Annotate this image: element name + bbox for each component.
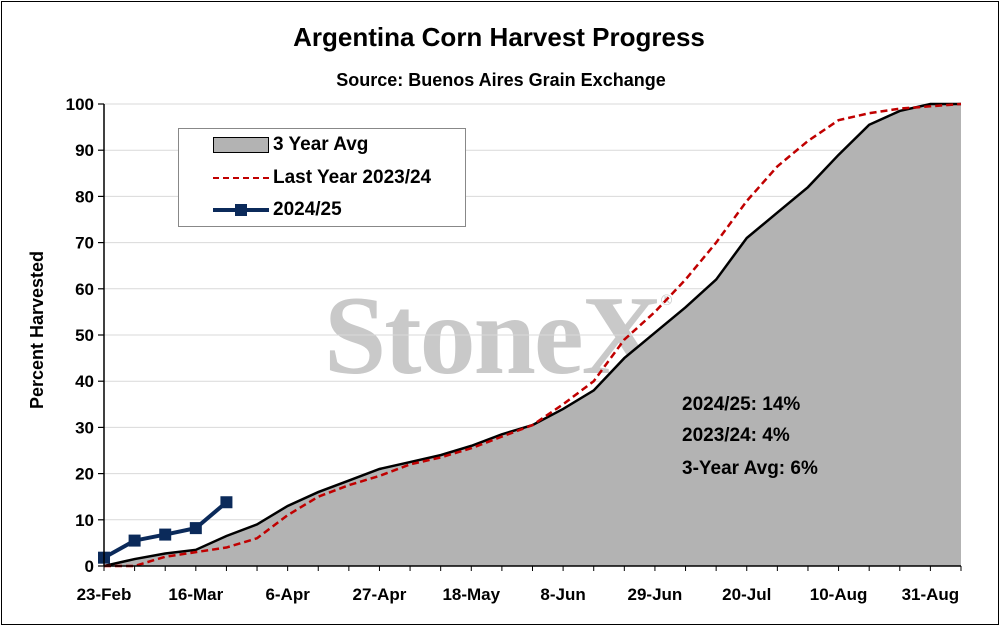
data-point-2024-25-3 (189, 522, 202, 535)
y-tick-label-20: 20 (75, 465, 94, 484)
y-tick-label-100: 100 (66, 95, 94, 114)
y-tick-label-60: 60 (75, 280, 94, 299)
y-tick-label-30: 30 (75, 418, 94, 437)
y-tick-label-80: 80 (75, 187, 94, 206)
y-tick-labels: 0 10 20 30 40 50 60 70 80 90 100 (66, 95, 94, 576)
series-last-year-line (104, 102, 962, 568)
x-tick-label-9: 31-Aug (902, 585, 960, 604)
x-tick-label-0: 23-Feb (77, 585, 132, 604)
x-tick-label-6: 29-Jun (628, 585, 683, 604)
data-point-2024-25-1 (128, 534, 141, 547)
x-tick-label-7: 20-Jul (722, 585, 771, 604)
chart-title: Argentina Corn Harvest Progress (293, 22, 705, 52)
legend: 3 Year Avg Last Year 2023/24 2024/25 (178, 128, 466, 227)
x-tick-label-1: 16-Mar (168, 585, 223, 604)
legend-label-3yr-avg: 3 Year Avg (273, 134, 369, 155)
data-point-2024-25-4 (220, 496, 233, 509)
series-3yr-avg-area (104, 104, 961, 566)
legend-item-3yr-avg: 3 Year Avg (213, 132, 368, 158)
y-tick-label-0: 0 (85, 557, 94, 576)
legend-swatch-area (213, 135, 269, 155)
x-tick-label-8: 10-Aug (810, 585, 868, 604)
x-tick-label-2: 6-Apr (265, 585, 310, 604)
legend-label-current: 2024/25 (273, 199, 342, 220)
data-point-2024-25-2 (159, 528, 172, 541)
x-tick-label-3: 27-Apr (353, 585, 407, 604)
y-tick-label-40: 40 (75, 372, 94, 391)
x-tick-label-5: 8-Jun (540, 585, 585, 604)
y-tick-label-10: 10 (75, 511, 94, 530)
y-tick-label-50: 50 (75, 326, 94, 345)
note-last-year: 2023/24: 4% (682, 425, 790, 446)
legend-swatch-marker-line (213, 200, 269, 220)
note-current: 2024/25: 14% (682, 394, 801, 415)
series-current-markers (98, 496, 233, 564)
note-avg: 3-Year Avg: 6% (682, 458, 818, 479)
y-tick-label-70: 70 (75, 234, 94, 253)
legend-label-last-year: Last Year 2023/24 (273, 167, 432, 188)
x-tick-labels: 23-Feb 16-Mar 6-Apr 27-Apr 18-May 8-Jun 29-Jun… (77, 585, 960, 604)
y-tick-label-90: 90 (75, 141, 94, 160)
legend-swatch-dashed (213, 168, 269, 188)
axes (98, 103, 962, 571)
legend-item-current: 2024/25 (213, 197, 342, 223)
x-tick-label-4: 18-May (442, 585, 500, 604)
y-axis-label: Percent Harvested (27, 251, 47, 409)
legend-item-last-year: Last Year 2023/24 (213, 165, 431, 191)
chart-subtitle: Source: Buenos Aires Grain Exchange (336, 70, 666, 90)
